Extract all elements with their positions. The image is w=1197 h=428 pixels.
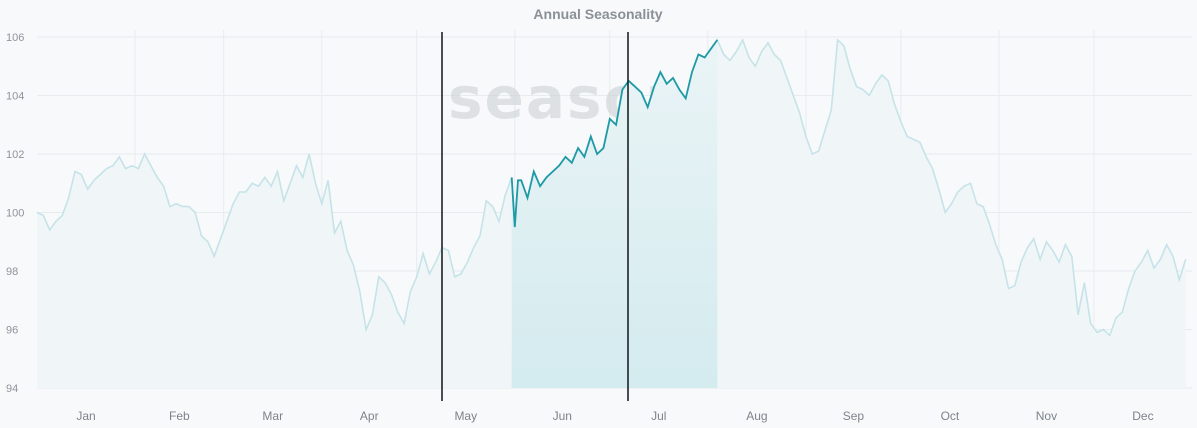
chart-title: Annual Seasonality xyxy=(533,6,662,22)
x-axis-ticks: Jan Feb Mar Apr May Jun Jul Aug Sep Oct Nov Dec xyxy=(76,409,1153,423)
highlight-markers xyxy=(441,32,629,401)
y-tick-label: 102 xyxy=(6,149,24,161)
line-layer xyxy=(36,37,1187,337)
x-tick-label: Apr xyxy=(360,409,379,423)
x-tick-label: Sep xyxy=(843,409,865,423)
highlight-area-fill xyxy=(511,39,718,389)
x-tick-label: Jun xyxy=(553,409,572,423)
x-tick-label: Jan xyxy=(76,409,95,423)
x-tick-label: Dec xyxy=(1132,409,1153,423)
x-tick-label: Feb xyxy=(169,409,190,423)
y-tick-label: 104 xyxy=(6,91,24,103)
highlight-series-line xyxy=(510,39,719,228)
x-tick-label: May xyxy=(454,409,477,423)
y-tick-label: 94 xyxy=(6,383,18,395)
area-layer xyxy=(37,39,1186,389)
y-tick-label: 98 xyxy=(6,266,18,278)
x-tick-label: Aug xyxy=(746,409,767,423)
x-tick-label: Mar xyxy=(262,409,283,423)
y-tick-label: 96 xyxy=(6,325,18,337)
x-tick-label: Oct xyxy=(941,409,960,423)
y-tick-label: 106 xyxy=(6,32,24,44)
x-tick-label: Nov xyxy=(1036,409,1057,423)
y-axis-ticks: 94 96 98 100 102 104 106 xyxy=(6,32,24,395)
x-tick-label: Jul xyxy=(651,409,666,423)
y-tick-label: 100 xyxy=(6,208,24,220)
